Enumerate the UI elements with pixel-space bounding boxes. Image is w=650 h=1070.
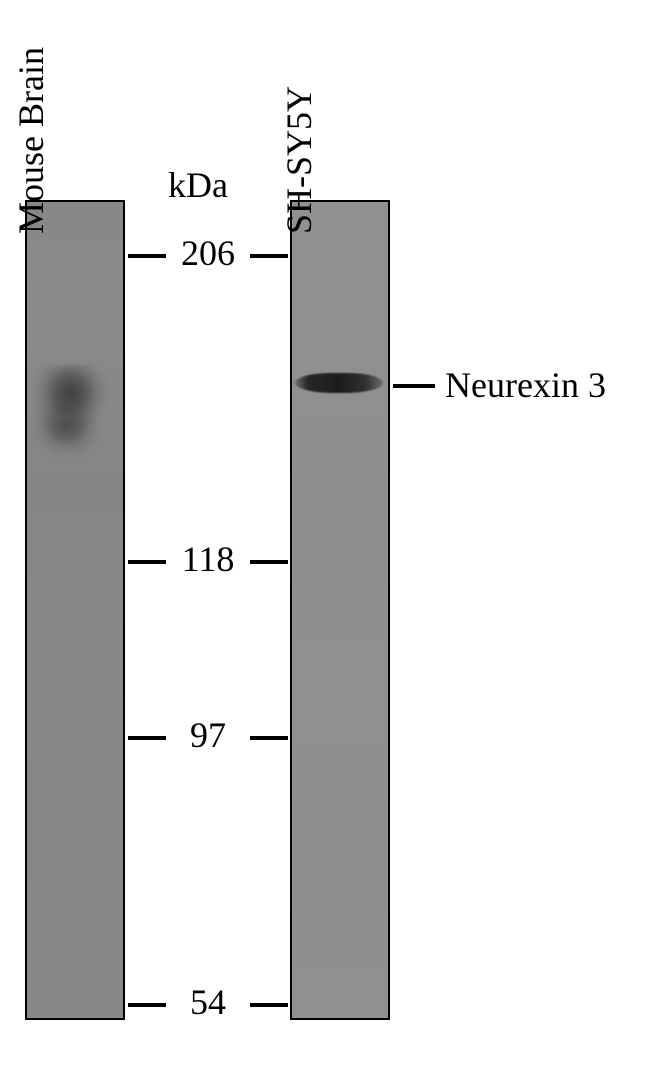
lane-mouse-brain [25,200,125,1020]
target-name: Neurexin 3 [445,364,606,406]
marker-value: 206 [128,232,288,274]
target-tick [393,384,435,388]
western-blot-figure: Mouse Brain SH-SY5Y kDa 206 118 97 54 Ne… [0,0,650,1070]
lane-label-2: SH-SY5Y [278,86,320,234]
lane-label-1: Mouse Brain [10,47,52,234]
kda-unit-label: kDa [168,164,228,206]
marker-value: 54 [128,981,288,1023]
marker-value: 97 [128,714,288,756]
band-shsy5y [295,373,383,393]
band-mouse-brain [33,365,108,455]
marker-value: 118 [128,538,288,580]
lane-shsy5y [290,200,390,1020]
